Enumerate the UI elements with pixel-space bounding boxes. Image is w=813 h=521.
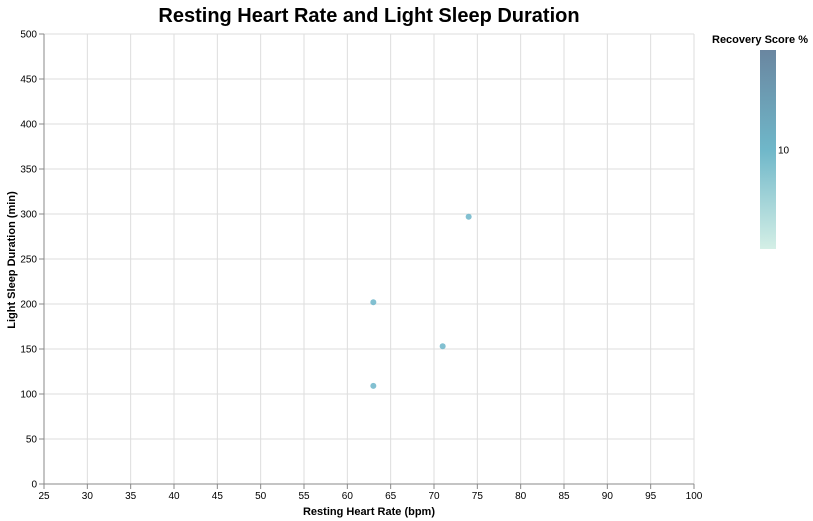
chart-title: Resting Heart Rate and Light Sleep Durat… <box>158 5 579 27</box>
y-tick-label: 250 <box>20 255 37 266</box>
color-legend: Recovery Score % 10 <box>712 34 808 249</box>
y-tick-label: 400 <box>20 120 37 131</box>
data-point <box>465 213 472 220</box>
x-tick-label: 75 <box>472 491 484 502</box>
x-axis-label: Resting Heart Rate (bpm) <box>303 506 435 518</box>
data-point <box>370 382 377 389</box>
x-tick-label: 30 <box>82 491 94 502</box>
data-point <box>439 343 446 350</box>
x-tick-label: 100 <box>686 491 703 502</box>
legend-title: Recovery Score % <box>712 34 808 46</box>
data-points <box>370 213 472 389</box>
y-tick-label: 50 <box>26 435 38 446</box>
x-tick-label: 25 <box>38 491 50 502</box>
y-tick-label: 0 <box>31 480 37 491</box>
legend-gradient-bar <box>760 50 776 249</box>
y-tick-label: 200 <box>20 300 37 311</box>
x-tick-label: 90 <box>602 491 614 502</box>
y-tick-label: 450 <box>20 75 37 86</box>
y-tick-label: 500 <box>20 30 37 41</box>
x-tick-label: 80 <box>515 491 527 502</box>
y-tick-label: 300 <box>20 210 37 221</box>
x-axis-ticks: 25 30 35 40 45 50 55 60 65 70 75 80 85 90 95 100 <box>38 484 703 502</box>
legend-ticks: 10 <box>778 146 790 157</box>
x-tick-label: 70 <box>428 491 440 502</box>
y-tick-label: 350 <box>20 165 37 176</box>
x-tick-label: 85 <box>558 491 570 502</box>
x-tick-label: 40 <box>168 491 180 502</box>
x-tick-label: 50 <box>255 491 267 502</box>
y-tick-label: 150 <box>20 345 37 356</box>
y-tick-label: 100 <box>20 390 37 401</box>
grid <box>43 33 695 485</box>
legend-tick-label: 10 <box>778 146 790 157</box>
x-tick-label: 45 <box>212 491 224 502</box>
x-tick-label: 65 <box>385 491 397 502</box>
x-tick-label: 60 <box>342 491 354 502</box>
y-axis-label: Light Sleep Duration (min) <box>6 191 18 329</box>
data-point <box>370 299 377 306</box>
x-tick-label: 55 <box>298 491 310 502</box>
x-tick-label: 35 <box>125 491 137 502</box>
y-axis-ticks: 0 50 100 150 200 250 300 350 400 450 500 <box>20 30 44 491</box>
x-tick-label: 95 <box>645 491 657 502</box>
